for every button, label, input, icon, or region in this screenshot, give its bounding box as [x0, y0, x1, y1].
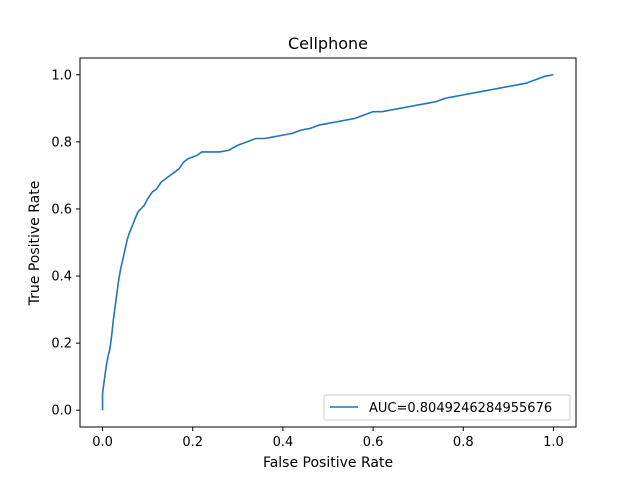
- y-tick-label: 1.0: [51, 68, 72, 83]
- x-axis-label: False Positive Rate: [263, 455, 393, 471]
- legend-box: [323, 394, 571, 421]
- y-tick-label: 0.6: [51, 202, 72, 217]
- y-tick-label: 0.2: [51, 337, 72, 352]
- legend: AUC=0.8049246284955676: [323, 394, 571, 421]
- axes-frame: [79, 57, 577, 428]
- y-tick-label: 0.4: [51, 270, 72, 285]
- plot-area: [101, 73, 554, 411]
- roc-curve-line-0: [101, 73, 554, 411]
- y-axis-label: True Positive Rate: [27, 181, 43, 307]
- x-tick-label: 0.0: [92, 435, 113, 450]
- chart-title: Cellphone: [288, 34, 368, 53]
- y-axis-ticks: 0.0 0.2 0.4 0.6 0.8 1.0: [51, 68, 80, 419]
- x-tick-label: 0.8: [453, 435, 474, 450]
- y-tick-label: 0.8: [51, 135, 72, 150]
- x-tick-label: 0.4: [273, 435, 294, 450]
- legend-label: AUC=0.8049246284955676: [369, 401, 552, 416]
- x-tick-label: 1.0: [543, 435, 564, 450]
- x-tick-label: 0.6: [363, 435, 384, 450]
- y-tick-label: 0.0: [51, 404, 72, 419]
- x-axis-ticks: 0.0 0.2 0.4 0.6 0.8 1.0: [92, 427, 564, 450]
- x-tick-label: 0.2: [182, 435, 203, 450]
